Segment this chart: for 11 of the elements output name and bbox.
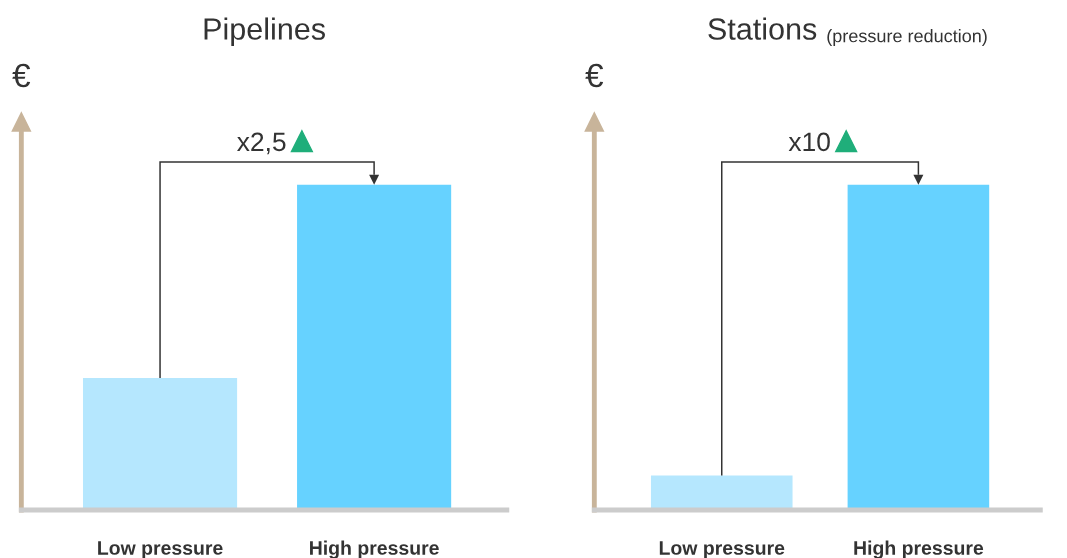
- x-tick-label: Low pressure: [659, 541, 785, 558]
- y-axis-title: €: [12, 63, 31, 88]
- y-axis-title: €: [585, 63, 604, 88]
- chart-title: Stations: [708, 17, 817, 40]
- chart-title: Pipelines: [204, 17, 325, 46]
- chart-subtitle: (pressure reduction): [827, 29, 987, 46]
- text: x10: [788, 132, 830, 152]
- x-tick-label: Low pressure: [98, 541, 223, 558]
- text: x2,5: [237, 132, 286, 155]
- x-tick-label: High pressure: [854, 540, 984, 558]
- x-tick-label: High pressure: [310, 540, 439, 558]
